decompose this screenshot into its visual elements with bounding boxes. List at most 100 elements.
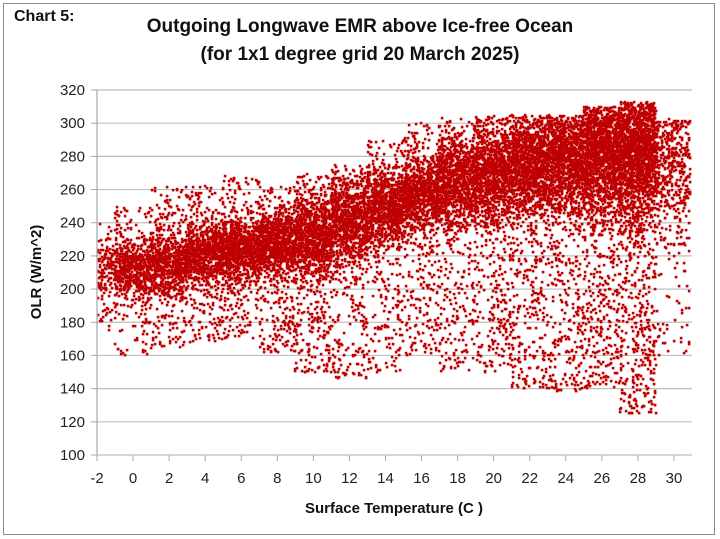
- data-point: [99, 317, 103, 321]
- data-point: [118, 243, 122, 247]
- data-point: [283, 231, 287, 235]
- data-point: [164, 259, 168, 263]
- data-point: [271, 246, 275, 250]
- data-point: [148, 206, 152, 210]
- data-point: [309, 302, 313, 306]
- data-point: [143, 212, 147, 216]
- data-point: [276, 281, 280, 285]
- data-point: [110, 267, 114, 271]
- data-point: [168, 339, 172, 343]
- data-point: [195, 233, 199, 237]
- data-point: [143, 260, 147, 264]
- data-point: [119, 267, 123, 271]
- data-point: [223, 205, 227, 209]
- data-point: [168, 283, 172, 287]
- data-point: [186, 267, 190, 271]
- data-point: [291, 265, 295, 269]
- data-point: [260, 218, 264, 222]
- data-point: [277, 256, 281, 260]
- data-point: [190, 281, 194, 285]
- data-point: [137, 315, 141, 319]
- data-point: [202, 222, 206, 226]
- data-point: [236, 289, 240, 293]
- data-point: [103, 275, 107, 279]
- data-point: [308, 329, 312, 333]
- data-point: [151, 330, 155, 334]
- data-point: [239, 247, 243, 251]
- data-point: [135, 272, 139, 276]
- data-point: [189, 270, 193, 274]
- data-point: [100, 260, 104, 264]
- data-point: [236, 251, 240, 255]
- data-point: [142, 265, 146, 269]
- data-point: [120, 255, 124, 259]
- data-point: [327, 325, 331, 329]
- data-point: [160, 279, 164, 283]
- data-point: [323, 240, 327, 244]
- data-point: [184, 258, 188, 262]
- data-point: [234, 223, 238, 227]
- data-point: [176, 231, 180, 235]
- data-point: [214, 230, 218, 234]
- data-point: [164, 286, 168, 290]
- data-point: [109, 259, 113, 263]
- data-point: [262, 245, 266, 249]
- data-point: [143, 283, 147, 287]
- data-point: [100, 255, 104, 259]
- data-point: [262, 259, 266, 263]
- data-point: [303, 190, 307, 194]
- data-point: [212, 244, 216, 248]
- data-point: [101, 248, 105, 252]
- data-point: [218, 245, 222, 249]
- data-point: [153, 255, 157, 259]
- data-point: [202, 260, 206, 264]
- data-point: [157, 253, 161, 257]
- data-point: [109, 265, 113, 269]
- data-point: [301, 238, 305, 242]
- data-point: [167, 211, 171, 215]
- data-point: [251, 230, 255, 234]
- data-point: [266, 229, 270, 233]
- data-point: [236, 181, 240, 185]
- data-point: [184, 230, 188, 234]
- data-point: [319, 175, 323, 179]
- data-point: [256, 200, 260, 204]
- data-point: [140, 255, 144, 259]
- data-point: [281, 342, 285, 346]
- data-point: [148, 274, 152, 278]
- data-point: [248, 245, 252, 249]
- data-point: [180, 240, 184, 244]
- data-point: [157, 283, 161, 287]
- data-point: [260, 258, 264, 262]
- data-point: [268, 334, 272, 338]
- data-point: [120, 249, 124, 253]
- data-point: [236, 297, 240, 301]
- data-point: [152, 286, 156, 290]
- data-point: [231, 231, 235, 235]
- data-point: [274, 238, 278, 242]
- data-point: [141, 348, 145, 352]
- data-point: [160, 239, 164, 243]
- data-point: [135, 279, 139, 283]
- data-point: [266, 300, 270, 304]
- data-point: [288, 331, 292, 335]
- data-point: [328, 217, 332, 221]
- data-point: [226, 251, 230, 255]
- data-point: [184, 323, 188, 327]
- data-point: [291, 316, 295, 320]
- data-point: [192, 262, 196, 266]
- data-point: [263, 269, 267, 273]
- data-point: [233, 279, 237, 283]
- data-point: [214, 242, 218, 246]
- data-point: [321, 283, 325, 287]
- data-point: [169, 286, 173, 290]
- data-point: [183, 272, 187, 276]
- data-point: [105, 245, 109, 249]
- data-point: [227, 259, 231, 263]
- data-point: [163, 316, 167, 320]
- data-point: [206, 248, 210, 252]
- data-point: [270, 240, 274, 244]
- data-point: [198, 302, 202, 306]
- data-point: [152, 322, 156, 326]
- data-point: [237, 329, 241, 333]
